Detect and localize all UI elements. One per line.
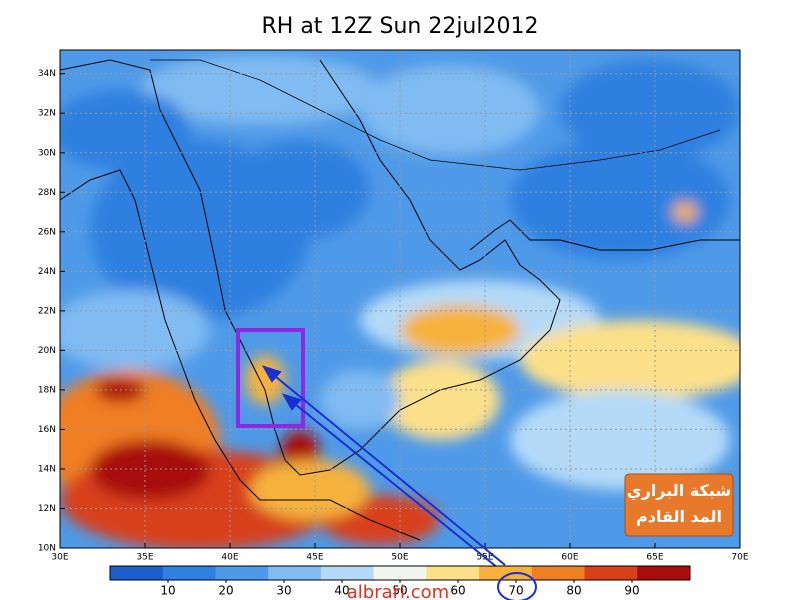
- colorbar-label: 80: [566, 584, 581, 598]
- lat-label: 32N: [38, 109, 56, 119]
- colorbar-bin: [531, 566, 586, 580]
- colorbar-label: 40: [334, 584, 349, 598]
- lat-label: 30N: [38, 148, 56, 158]
- colorbar-label: 90: [624, 584, 639, 598]
- lon-label: 45E: [306, 553, 323, 563]
- lon-label: 50E: [391, 553, 408, 563]
- lat-label: 18N: [38, 385, 56, 395]
- lat-label: 20N: [38, 346, 56, 356]
- title: RH at 12Z Sun 22jul2012: [262, 14, 539, 39]
- lat-label: 22N: [38, 306, 56, 316]
- colorbar-label: 50: [392, 584, 407, 598]
- lon-label: 35E: [136, 553, 153, 563]
- logo-line: شبكة البراري: [627, 481, 731, 501]
- lat-label: 12N: [38, 504, 56, 514]
- colorbar-bin: [373, 566, 427, 580]
- lat-label: 26N: [38, 227, 56, 237]
- colorbar-bin: [584, 566, 638, 580]
- rh-field: [60, 50, 740, 548]
- colorbar-bin: [637, 566, 691, 580]
- lat-label: 28N: [38, 188, 56, 198]
- watermark: albrari.com: [347, 582, 449, 600]
- arrows: [261, 365, 506, 569]
- logo-box: [624, 473, 734, 537]
- lat-label: 10N: [38, 544, 56, 554]
- lat-label: 16N: [38, 425, 56, 435]
- lon-label: 30E: [51, 553, 68, 563]
- colorbar-bin: [110, 566, 164, 580]
- highlight-circle: [497, 572, 537, 600]
- colorbar-bin: [479, 566, 533, 580]
- colorbar-bin: [162, 566, 216, 580]
- logo-line: المد القادم: [636, 507, 722, 526]
- colorbar-label: 70: [508, 584, 523, 598]
- lon-label: 70E: [731, 553, 748, 563]
- lat-label: 34N: [38, 69, 56, 79]
- lon-label: 40E: [221, 553, 238, 563]
- lon-label: 60E: [561, 553, 578, 563]
- colorbar-label: 20: [218, 584, 233, 598]
- colorbar-label: 60: [450, 584, 465, 598]
- lon-label: 65E: [646, 553, 663, 563]
- colorbar-label: 10: [160, 584, 175, 598]
- colorbar-bin: [215, 566, 269, 580]
- colorbar-bin: [320, 566, 375, 580]
- lat-label: 24N: [38, 267, 56, 277]
- colorbar-label: 30: [276, 584, 291, 598]
- colorbar-bin: [426, 566, 480, 580]
- colorbar-bin: [268, 566, 322, 580]
- highlight-box: [236, 328, 305, 428]
- lat-label: 14N: [38, 464, 56, 474]
